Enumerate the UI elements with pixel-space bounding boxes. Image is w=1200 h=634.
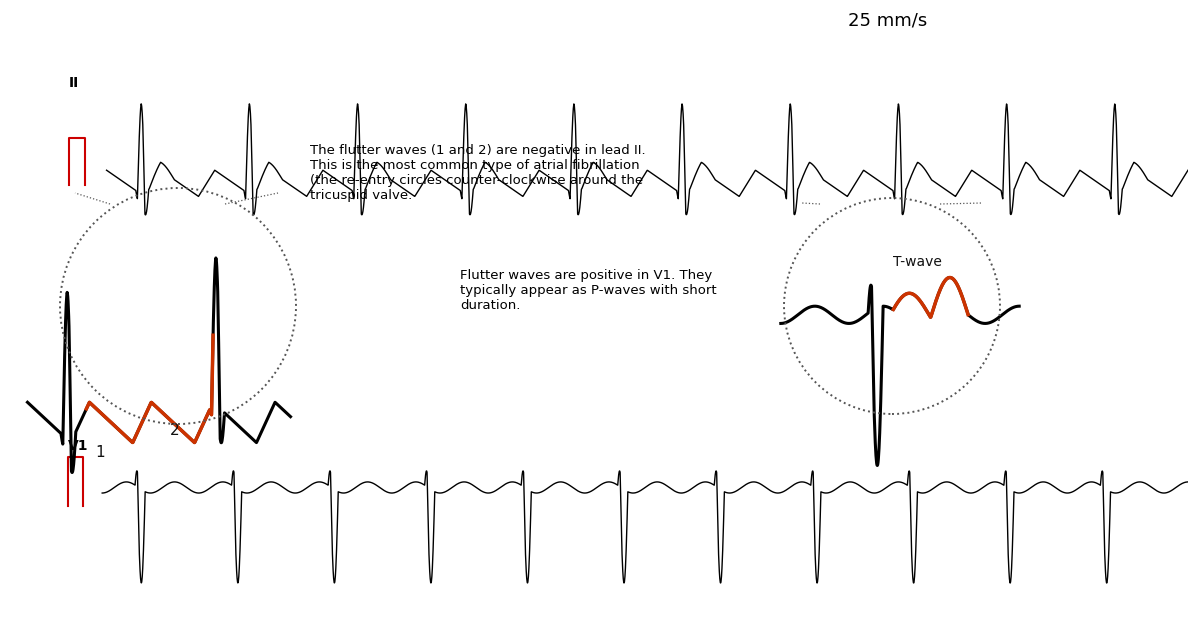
Text: Flutter waves are positive in V1. They
typically appear as P-waves with short
du: Flutter waves are positive in V1. They t… (460, 269, 716, 312)
Text: The flutter waves (1 and 2) are negative in lead II.
This is the most common typ: The flutter waves (1 and 2) are negative… (310, 144, 646, 202)
Text: 25 mm/s: 25 mm/s (848, 11, 928, 30)
Text: II: II (68, 76, 79, 90)
Text: 2: 2 (170, 424, 180, 438)
Text: T-wave: T-wave (893, 255, 942, 269)
Text: V1: V1 (68, 439, 89, 453)
Text: 1: 1 (96, 445, 106, 460)
Text: Atrial flutter with 2:1 conduction: Atrial flutter with 2:1 conduction (12, 11, 346, 30)
